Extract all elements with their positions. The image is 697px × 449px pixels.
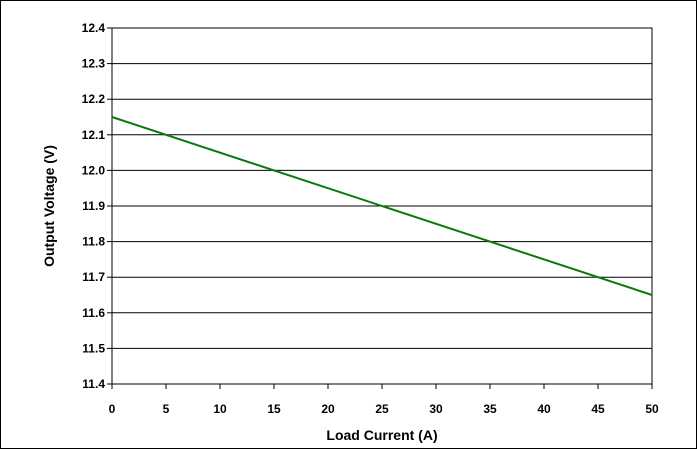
x-tick-label: 50 <box>645 402 659 416</box>
x-tick-label: 0 <box>109 402 116 416</box>
y-tick-label: 12.2 <box>82 92 106 106</box>
x-tick-label: 15 <box>267 402 281 416</box>
series-line-0 <box>111 116 653 296</box>
y-tick-label: 12.1 <box>82 128 106 142</box>
y-tick-label: 11.8 <box>82 235 105 249</box>
gridlines <box>112 63 652 349</box>
x-axis-title: Load Current (A) <box>326 427 437 443</box>
y-tick-label: 11.6 <box>82 306 105 320</box>
y-axis-ticks: 11.4 11.5 11.6 11.7 11.8 11.9 12.0 12.1 12.2 12.3… <box>82 21 112 391</box>
y-tick-label: 11.7 <box>82 270 105 284</box>
y-tick-label: 12.3 <box>82 57 106 71</box>
y-tick-label: 11.5 <box>82 341 105 355</box>
x-tick-label: 25 <box>375 402 389 416</box>
x-tick-label: 30 <box>429 402 443 416</box>
x-tick-label: 45 <box>591 402 605 416</box>
x-tick-label: 5 <box>163 402 170 416</box>
x-tick-label: 10 <box>213 402 227 416</box>
y-tick-label: 11.4 <box>82 377 105 391</box>
y-axis-title: Output Voltage (V) <box>41 145 57 267</box>
series-group <box>111 116 653 296</box>
x-tick-label: 35 <box>483 402 497 416</box>
x-tick-label: 20 <box>321 402 335 416</box>
x-axis-ticks: 0 5 10 15 20 25 30 35 40 45 50 <box>109 384 659 416</box>
y-tick-label: 12.0 <box>82 163 106 177</box>
y-tick-label: 11.9 <box>82 199 105 213</box>
y-tick-label: 12.4 <box>82 21 106 35</box>
x-tick-label: 40 <box>537 402 551 416</box>
